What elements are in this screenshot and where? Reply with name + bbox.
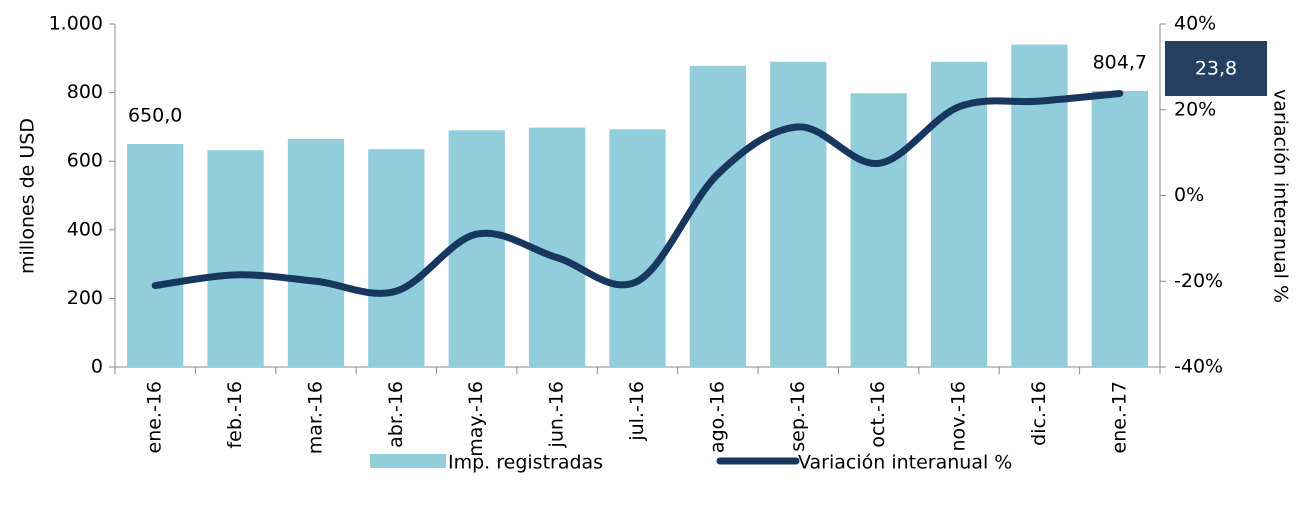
y-tick-label: 600 [67, 150, 103, 172]
y-axis-label: millones de USD [17, 118, 39, 274]
x-tick-label: ene.-17 [1108, 381, 1130, 454]
bar [609, 129, 666, 367]
x-tick-label: nov.-16 [948, 381, 970, 452]
x-tick-label: jun.-16 [546, 381, 568, 448]
bar [287, 138, 345, 367]
y2-tick-label: -40% [1174, 356, 1223, 378]
bar [1011, 44, 1068, 367]
bar [689, 65, 747, 367]
data-label: 23,8 [1195, 58, 1237, 80]
y2-tick-label: -20% [1174, 270, 1223, 292]
bar [850, 93, 907, 367]
x-tick-label: dic.-16 [1028, 381, 1050, 446]
x-tick-label: mar.-16 [304, 381, 326, 454]
x-tick-label: oct.-16 [867, 381, 889, 448]
legend-label: Variación interanual % [798, 452, 1012, 474]
x-tick-label: feb.-16 [224, 381, 246, 449]
legend-label: Imp. registradas [448, 452, 603, 474]
x-tick-label: jul.-16 [626, 381, 648, 442]
data-label: 804,7 [1093, 51, 1147, 73]
y2-tick-label: 0% [1174, 184, 1204, 206]
legend-swatch [370, 454, 446, 468]
y-tick-label: 400 [67, 218, 103, 240]
x-tick-label: sep.-16 [787, 381, 809, 452]
bar [127, 144, 184, 367]
bar [368, 149, 425, 367]
data-label: 650,0 [128, 105, 182, 127]
bar [930, 61, 988, 367]
bar [448, 130, 505, 367]
line [151, 89, 1124, 297]
y-tick-label: 1.000 [49, 13, 103, 35]
bar [1091, 90, 1148, 367]
x-tick-label: may.-16 [465, 381, 487, 457]
x-tick-label: ago.-16 [706, 381, 728, 453]
x-tick-label: ene.-16 [144, 381, 166, 454]
bar [207, 150, 264, 367]
y-tick-label: 0 [91, 356, 103, 378]
data-label-box [1165, 41, 1267, 96]
y2-axis-label: variación interanual % [1270, 89, 1292, 303]
y-tick-label: 200 [67, 287, 103, 309]
x-tick-label: abr.-16 [385, 381, 407, 448]
y2-tick-label: 20% [1174, 98, 1216, 120]
y2-tick-label: 40% [1174, 13, 1216, 35]
y-tick-label: 800 [67, 81, 103, 103]
bar [770, 61, 827, 367]
